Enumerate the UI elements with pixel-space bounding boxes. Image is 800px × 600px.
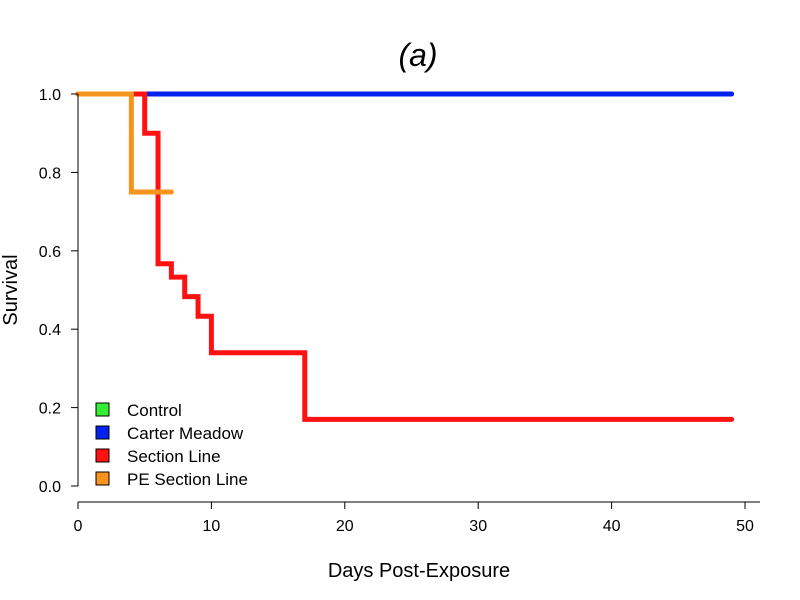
y-axis-title: Survival (0, 254, 22, 325)
chart-title: (a) (398, 37, 437, 73)
x-tick-label: 20 (336, 518, 354, 535)
x-axis: 0 10 20 30 40 50 (74, 501, 760, 535)
x-tick-label: 0 (74, 518, 83, 535)
y-tick-label: 0.4 (39, 322, 61, 339)
x-tick-label: 40 (603, 518, 621, 535)
legend-swatch (95, 425, 110, 440)
legend-swatch (95, 402, 110, 417)
y-tick-label: 0.8 (39, 165, 61, 182)
legend: Control Carter Meadow Section Line PE Secti… (95, 401, 248, 489)
x-tick-label: 50 (736, 518, 754, 535)
y-tick-label: 0.0 (39, 479, 61, 496)
x-tick-label: 30 (469, 518, 487, 535)
y-tick-label: 0.6 (39, 244, 61, 261)
series-layer (75, 91, 735, 422)
x-tick-label: 10 (203, 518, 221, 535)
x-axis-title: Days Post-Exposure (328, 560, 510, 582)
legend-label: Section Line (127, 447, 221, 466)
series-line-pe-section-line (75, 91, 174, 195)
legend-swatch (95, 471, 110, 486)
legend-label: Control (127, 401, 182, 420)
y-tick-label: 1.0 (39, 87, 61, 104)
legend-label: Carter Meadow (127, 424, 244, 443)
series-line-section-line (75, 91, 735, 422)
legend-label: PE Section Line (127, 470, 248, 489)
legend-swatch (95, 448, 110, 463)
y-axis: 0.0 0.2 0.4 0.6 0.8 1.0 (39, 87, 79, 496)
y-tick-label: 0.2 (39, 401, 61, 418)
